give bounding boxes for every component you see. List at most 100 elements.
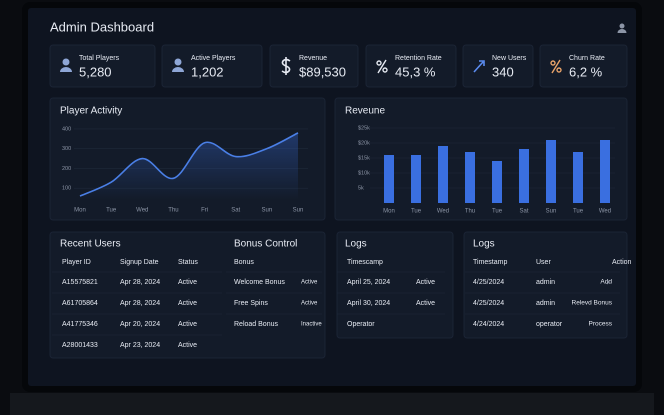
panel xyxy=(49,231,326,359)
cell: Active xyxy=(178,300,197,307)
cell: operator xyxy=(536,321,563,328)
x-tick-label: Tue xyxy=(492,209,503,215)
icon xyxy=(551,59,561,74)
chevron[interactable] xyxy=(606,279,610,285)
x-tick-label: Sat xyxy=(231,208,240,214)
cell: Active xyxy=(416,300,435,307)
stat-value: $89,530 xyxy=(299,64,346,79)
icon xyxy=(556,67,562,73)
cell: Active xyxy=(178,321,197,328)
icon xyxy=(174,58,182,66)
stat-label: Active Players xyxy=(191,55,236,62)
panel xyxy=(161,44,263,88)
cell: admin xyxy=(536,279,555,286)
column-header: Timestamp xyxy=(473,259,507,266)
column-header: User xyxy=(536,259,551,266)
panel xyxy=(49,44,156,88)
x-tick-label: Wed xyxy=(599,209,611,215)
cell: Reload Bonus xyxy=(234,321,278,328)
line xyxy=(79,132,299,197)
cell: April 30, 2024 xyxy=(347,300,390,307)
x-tick-label: Mon xyxy=(74,208,86,214)
cell: Apr 28, 2024 xyxy=(120,300,160,307)
cell: 4/25/2024 xyxy=(473,279,504,286)
icon xyxy=(376,60,382,66)
cell: April 25, 2024 xyxy=(347,279,390,286)
bar xyxy=(519,149,529,203)
icon xyxy=(473,60,485,73)
icon xyxy=(550,60,556,66)
section-title: Recent Users xyxy=(60,239,121,250)
cell: Active xyxy=(301,280,318,286)
cell: Active xyxy=(301,301,318,307)
stat-label: New Users xyxy=(492,55,527,62)
x-tick-label: Thu xyxy=(465,209,475,215)
stat-value: 340 xyxy=(492,64,514,79)
y-tick-label: $20k xyxy=(358,140,370,146)
stat-label: Retention Rate xyxy=(395,55,442,62)
y-tick-label: $25k xyxy=(358,125,370,131)
cell: A61705864 xyxy=(62,300,98,307)
stat-label: Churn Rate xyxy=(569,55,605,62)
section-title: Logs xyxy=(473,239,495,250)
stat-label: Total Players xyxy=(79,55,120,62)
cell: 4/24/2024 xyxy=(473,321,504,328)
y-tick-label: $15k xyxy=(358,155,370,161)
title: Admin Dashboard xyxy=(50,19,154,34)
stat-value: 1,202 xyxy=(191,64,224,79)
bar xyxy=(411,155,421,203)
cell: Process xyxy=(589,321,613,328)
cell: A15575821 xyxy=(62,279,98,286)
x-tick-label: Sun xyxy=(293,208,304,214)
bar xyxy=(438,146,448,203)
stat-value: 45,3 % xyxy=(395,64,436,79)
cell: Apr 28, 2024 xyxy=(120,279,160,286)
y-tick-label: 400 xyxy=(62,126,71,132)
panel xyxy=(539,44,628,88)
column-header: Signup Date xyxy=(120,259,159,266)
column-header: Timescamp xyxy=(347,259,383,266)
y-tick-label: 5k xyxy=(358,185,364,191)
bar xyxy=(465,152,475,203)
y-tick-label: $10k xyxy=(358,170,370,176)
panel xyxy=(462,44,534,88)
bar xyxy=(384,155,394,203)
stat-value: 6,2 % xyxy=(569,64,603,79)
x-tick-label: Wed xyxy=(136,208,148,214)
y-tick-label: 200 xyxy=(62,166,71,172)
bar xyxy=(492,161,502,203)
bar xyxy=(600,140,610,203)
cell: Active xyxy=(416,279,435,286)
cell: A28001433 xyxy=(62,342,98,349)
cell: Active xyxy=(178,342,197,349)
cell: Add xyxy=(600,279,612,286)
cell: A41775346 xyxy=(62,321,98,328)
area xyxy=(80,132,298,200)
x-tick-label: Mon xyxy=(383,209,395,215)
column-header: Player ID xyxy=(62,259,91,266)
x-tick-label: Tue xyxy=(411,209,422,215)
cell: admin xyxy=(536,300,555,307)
user-icon[interactable] xyxy=(617,23,627,34)
cell: Apr 23, 2024 xyxy=(120,342,160,349)
x-tick-label: Sat xyxy=(519,209,528,215)
chart-title: Reveune xyxy=(345,106,385,117)
section-title: Bonus Control xyxy=(234,239,297,250)
x-tick-label: Tue xyxy=(573,209,584,215)
panel xyxy=(463,231,628,339)
icon xyxy=(60,67,72,72)
section-title: Logs xyxy=(345,239,367,250)
cell: Welcome Bonus xyxy=(234,279,285,286)
icon xyxy=(377,59,387,74)
cell: Operator xyxy=(347,321,375,328)
x-tick-label: Sun xyxy=(262,208,273,214)
icon xyxy=(172,67,184,72)
column-header: Status xyxy=(178,259,198,266)
panel xyxy=(365,44,457,88)
bar xyxy=(573,152,583,203)
x-tick-label: Thu xyxy=(168,208,178,214)
icon xyxy=(382,67,388,73)
column-header: Action xyxy=(612,259,632,266)
stat-value: 5,280 xyxy=(79,64,112,79)
